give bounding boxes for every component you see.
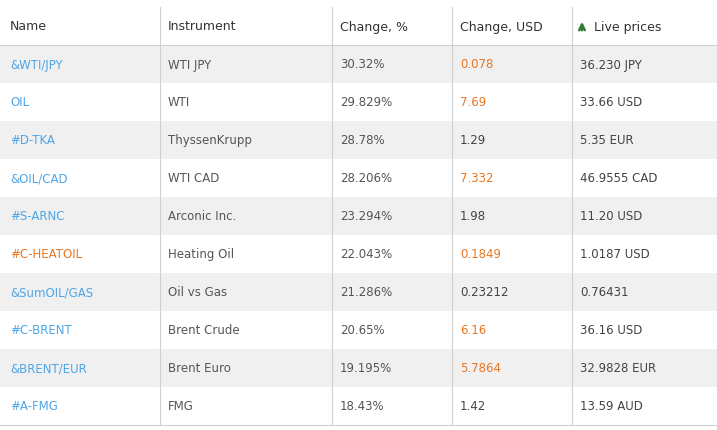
Text: 1.29: 1.29	[460, 134, 486, 147]
Text: 7.332: 7.332	[460, 172, 493, 185]
Text: 29.829%: 29.829%	[340, 96, 392, 109]
Text: 0.078: 0.078	[460, 58, 493, 71]
Text: OIL: OIL	[10, 96, 29, 109]
Bar	[0, 236, 717, 273]
Text: 32.9828 EUR: 32.9828 EUR	[580, 362, 656, 375]
Text: Oil vs Gas: Oil vs Gas	[168, 286, 227, 299]
Text: 36.16 USD: 36.16 USD	[580, 324, 642, 337]
Text: 21.286%: 21.286%	[340, 286, 392, 299]
Text: Heating Oil: Heating Oil	[168, 248, 234, 261]
Text: #D-TKA: #D-TKA	[10, 134, 55, 147]
Text: 28.206%: 28.206%	[340, 172, 392, 185]
Text: WTI: WTI	[168, 96, 190, 109]
Text: Name: Name	[10, 21, 47, 34]
Text: 33.66 USD: 33.66 USD	[580, 96, 642, 109]
Bar	[0, 8, 717, 46]
Text: ThyssenKrupp: ThyssenKrupp	[168, 134, 252, 147]
Text: Live prices: Live prices	[594, 21, 661, 34]
Bar	[0, 387, 717, 425]
Text: 5.7864: 5.7864	[460, 362, 501, 375]
Text: Instrument: Instrument	[168, 21, 237, 34]
Bar	[0, 197, 717, 236]
Text: Brent Euro: Brent Euro	[168, 362, 231, 375]
Text: 23.294%: 23.294%	[340, 210, 392, 223]
Text: 13.59 AUD: 13.59 AUD	[580, 399, 643, 412]
Text: 22.043%: 22.043%	[340, 248, 392, 261]
Text: Arconic Inc.: Arconic Inc.	[168, 210, 236, 223]
Text: 7.69: 7.69	[460, 96, 486, 109]
Text: 1.0187 USD: 1.0187 USD	[580, 248, 650, 261]
Text: &OIL/CAD: &OIL/CAD	[10, 172, 67, 185]
Text: 5.35 EUR: 5.35 EUR	[580, 134, 634, 147]
Text: 11.20 USD: 11.20 USD	[580, 210, 642, 223]
Text: 18.43%: 18.43%	[340, 399, 384, 412]
Text: WTI CAD: WTI CAD	[168, 172, 219, 185]
Text: WTI JPY: WTI JPY	[168, 58, 212, 71]
Text: &BRENT/EUR: &BRENT/EUR	[10, 362, 87, 375]
Bar	[0, 46, 717, 84]
Bar	[0, 349, 717, 387]
Text: 1.98: 1.98	[460, 210, 486, 223]
Text: &SumOIL/GAS: &SumOIL/GAS	[10, 286, 93, 299]
Bar	[0, 273, 717, 311]
Text: #C-BRENT: #C-BRENT	[10, 324, 72, 337]
Text: &WTI/JPY: &WTI/JPY	[10, 58, 62, 71]
Text: 20.65%: 20.65%	[340, 324, 384, 337]
Text: Change, %: Change, %	[340, 21, 408, 34]
Text: 36.230 JPY: 36.230 JPY	[580, 58, 642, 71]
Text: #A-FMG: #A-FMG	[10, 399, 58, 412]
Text: 46.9555 CAD: 46.9555 CAD	[580, 172, 657, 185]
Text: 0.1849: 0.1849	[460, 248, 501, 261]
Text: #S-ARNC: #S-ARNC	[10, 210, 65, 223]
Text: 19.195%: 19.195%	[340, 362, 392, 375]
Text: 0.76431: 0.76431	[580, 286, 629, 299]
Text: 1.42: 1.42	[460, 399, 486, 412]
Text: 0.23212: 0.23212	[460, 286, 508, 299]
Text: FMG: FMG	[168, 399, 194, 412]
Bar	[0, 160, 717, 197]
Text: #C-HEATOIL: #C-HEATOIL	[10, 248, 82, 261]
Bar	[0, 84, 717, 122]
Text: Brent Crude: Brent Crude	[168, 324, 239, 337]
Text: Change, USD: Change, USD	[460, 21, 543, 34]
Text: 6.16: 6.16	[460, 324, 486, 337]
Text: 28.78%: 28.78%	[340, 134, 384, 147]
Bar	[0, 122, 717, 160]
Bar	[0, 311, 717, 349]
Text: 30.32%: 30.32%	[340, 58, 384, 71]
